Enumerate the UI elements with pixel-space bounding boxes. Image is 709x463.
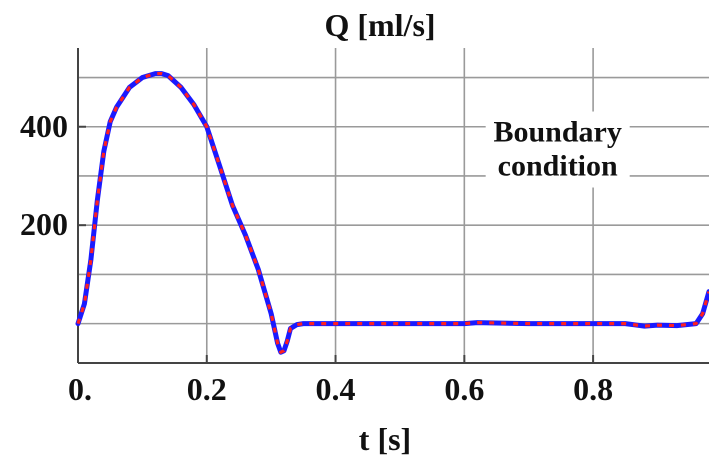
tick-labels: 0. 0.2 0.4 0.6 0.8 200 400 [20,108,613,407]
x-tick-label: 0. [68,371,92,407]
x-tick-label: 0.4 [316,371,356,407]
grid [77,48,709,363]
series-line-2 [76,71,709,354]
annotation-line: Boundary [493,116,621,149]
annotation-line: condition [498,150,618,183]
x-tick-label: 0.2 [187,371,227,407]
axes [77,48,709,364]
annotation-background [485,111,630,188]
y-tick-label: 200 [20,206,68,242]
y-tick-label: 400 [20,108,68,144]
x-tick-label: 0.6 [444,371,484,407]
series-group [75,71,709,355]
x-axis-label: t [s] [359,421,411,457]
x-tick-label: 0.8 [573,371,613,407]
chart-title: Q [ml/s] [324,7,435,43]
